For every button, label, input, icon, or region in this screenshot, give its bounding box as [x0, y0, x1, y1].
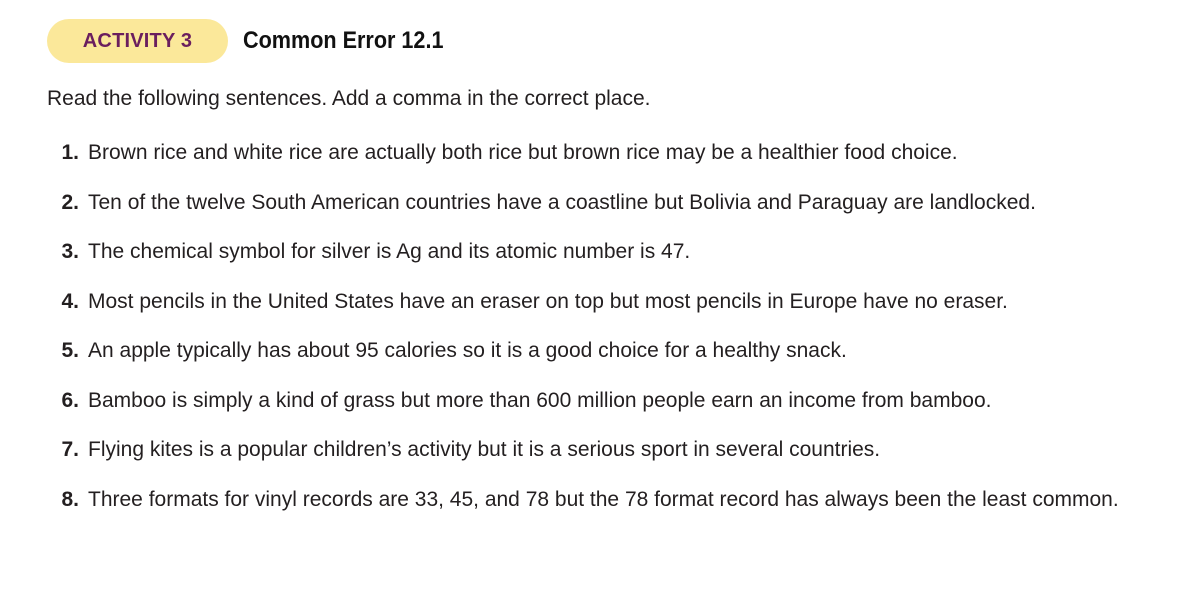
- item-sentence: The chemical symbol for silver is Ag and…: [88, 240, 691, 263]
- activity-badge: ACTIVITY 3: [47, 19, 228, 63]
- list-item: 5. An apple typically has about 95 calor…: [0, 334, 1195, 367]
- item-sentence: Three formats for vinyl records are 33, …: [88, 487, 1119, 511]
- item-number: 7.: [61, 438, 79, 461]
- list-item: 6. Bamboo is simply a kind of grass but …: [0, 384, 1195, 417]
- sentence-list: 1. Brown rice and white rice are actuall…: [0, 136, 1195, 532]
- item-sentence: An apple typically has about 95 calories…: [88, 339, 847, 362]
- item-number: 8.: [61, 487, 79, 511]
- item-sentence: Flying kites is a popular children’s act…: [88, 438, 881, 461]
- item-sentence: Most pencils in the United States have a…: [88, 289, 1008, 313]
- item-number: 4.: [61, 289, 79, 313]
- activity-header: ACTIVITY 3 Common Error 12.1: [47, 19, 466, 63]
- item-number: 6.: [61, 388, 79, 412]
- item-number: 2.: [61, 190, 79, 214]
- item-number: 1.: [61, 141, 79, 164]
- list-item: 8. Three formats for vinyl records are 3…: [0, 483, 1195, 516]
- item-sentence: Ten of the twelve South American countri…: [88, 190, 1036, 214]
- list-item: 2. Ten of the twelve South American coun…: [0, 186, 1195, 219]
- item-number: 5.: [61, 339, 79, 362]
- activity-title: Common Error 12.1: [243, 27, 444, 54]
- item-sentence: Bamboo is simply a kind of grass but mor…: [88, 388, 992, 412]
- list-item: 1. Brown rice and white rice are actuall…: [0, 136, 1195, 169]
- list-item: 7. Flying kites is a popular children’s …: [0, 433, 1195, 466]
- list-item: 4. Most pencils in the United States hav…: [0, 285, 1195, 318]
- item-number: 3.: [61, 240, 79, 263]
- instruction-text: Read the following sentences. Add a comm…: [47, 87, 651, 110]
- item-sentence: Brown rice and white rice are actually b…: [88, 141, 958, 164]
- list-item: 3. The chemical symbol for silver is Ag …: [0, 235, 1195, 268]
